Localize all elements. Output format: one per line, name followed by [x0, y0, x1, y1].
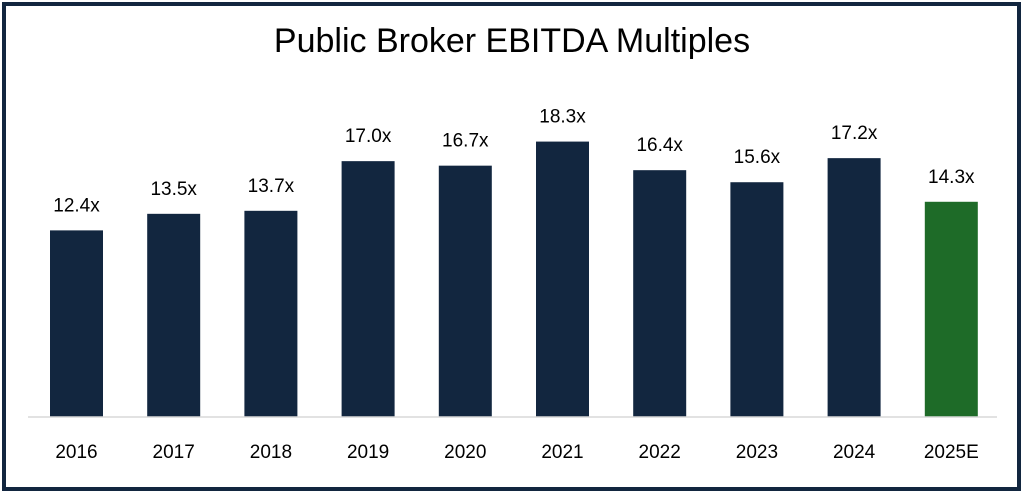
x-tick-label-2021: 2021 — [541, 442, 583, 463]
bar-2021 — [536, 141, 589, 417]
x-tick-label-2019: 2019 — [347, 442, 389, 463]
bar-2016 — [50, 230, 103, 417]
bar-2024 — [827, 158, 881, 417]
x-tick-label-2022: 2022 — [639, 442, 681, 463]
data-label-2023: 15.6x — [734, 147, 781, 168]
data-label-2016: 12.4x — [53, 195, 100, 216]
data-label-2017: 13.5x — [150, 179, 197, 200]
data-label-2025E: 14.3x — [928, 167, 975, 188]
x-tick-label-2016: 2016 — [55, 442, 97, 463]
x-tick-label-2020: 2020 — [444, 442, 486, 463]
data-label-2024: 17.2x — [831, 123, 878, 144]
bar-2019 — [341, 161, 395, 417]
bar-2025E — [924, 201, 978, 417]
bar-2018 — [244, 210, 298, 417]
x-tick-label-2018: 2018 — [250, 442, 292, 463]
data-label-2021: 18.3x — [539, 107, 586, 128]
chart-title: Public Broker EBITDA Multiples — [273, 22, 751, 60]
bar-2023 — [730, 182, 784, 417]
data-label-2020: 16.7x — [442, 131, 489, 152]
x-tick-label-2017: 2017 — [153, 442, 195, 463]
bar-2020 — [438, 165, 492, 417]
bar-2022 — [633, 170, 687, 417]
x-tick-label-2023: 2023 — [736, 442, 778, 463]
bar-2017 — [147, 213, 201, 417]
data-label-2022: 16.4x — [636, 135, 683, 156]
data-label-2018: 13.7x — [248, 176, 295, 197]
x-tick-label-2025E: 2025E — [924, 442, 979, 463]
data-label-2019: 17.0x — [345, 126, 392, 147]
x-tick-label-2024: 2024 — [833, 442, 876, 463]
